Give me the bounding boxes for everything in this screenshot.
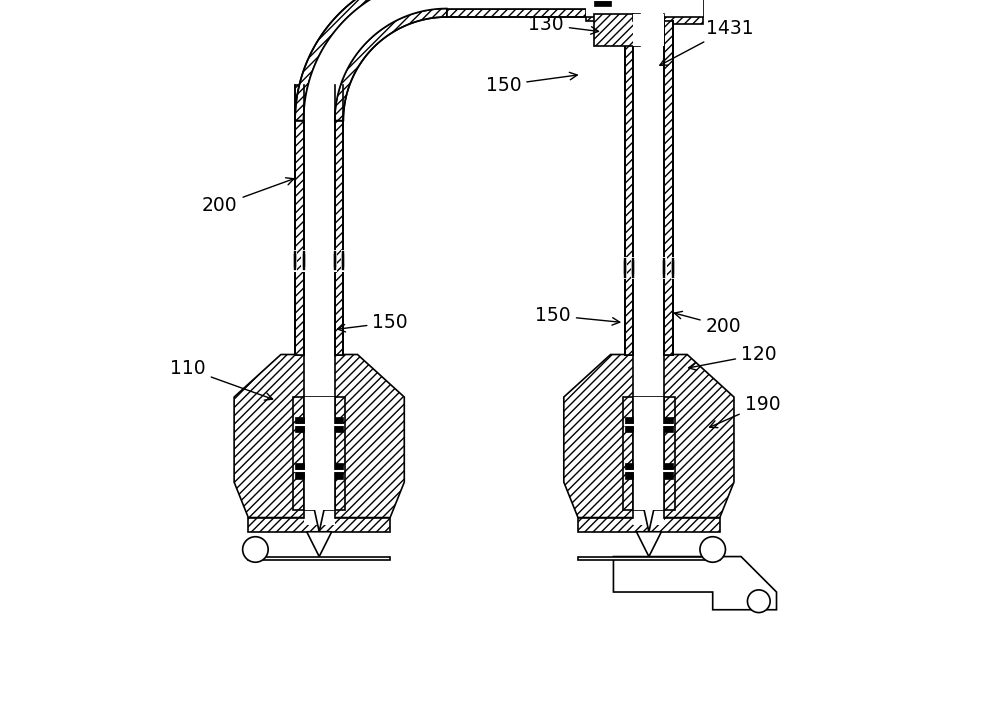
Bar xyxy=(248,557,390,560)
Bar xyxy=(664,417,673,432)
Polygon shape xyxy=(307,532,332,557)
Bar xyxy=(341,253,345,272)
Bar xyxy=(633,14,664,21)
Bar xyxy=(301,250,306,267)
Bar xyxy=(594,0,611,6)
Polygon shape xyxy=(304,432,335,532)
Text: 130: 130 xyxy=(528,16,599,34)
Polygon shape xyxy=(613,557,777,610)
Bar xyxy=(623,260,627,279)
Bar xyxy=(295,417,304,432)
Bar xyxy=(304,121,335,354)
Circle shape xyxy=(243,537,268,562)
Bar xyxy=(633,397,664,510)
Bar xyxy=(447,0,586,9)
Polygon shape xyxy=(304,0,447,121)
Bar xyxy=(335,463,343,479)
Polygon shape xyxy=(295,0,447,121)
Bar xyxy=(631,260,635,279)
Bar xyxy=(295,463,304,479)
Polygon shape xyxy=(335,9,447,121)
Bar xyxy=(594,14,640,46)
Bar xyxy=(633,21,664,354)
Text: 1431: 1431 xyxy=(660,19,753,65)
Bar xyxy=(647,0,703,17)
Bar xyxy=(578,557,720,560)
Bar xyxy=(633,354,664,525)
Bar xyxy=(248,518,390,532)
Text: 200: 200 xyxy=(202,178,294,215)
Text: 110: 110 xyxy=(170,359,273,400)
Bar xyxy=(664,21,673,354)
Bar xyxy=(333,250,337,267)
Bar xyxy=(662,260,667,279)
Bar xyxy=(625,21,633,354)
Polygon shape xyxy=(564,354,734,518)
Bar xyxy=(625,21,633,354)
Bar xyxy=(578,518,720,532)
Bar xyxy=(671,257,675,274)
Text: 200: 200 xyxy=(674,311,741,335)
Bar xyxy=(294,78,345,354)
Bar xyxy=(295,85,304,354)
Bar xyxy=(633,21,664,354)
Circle shape xyxy=(747,590,770,613)
Bar xyxy=(333,253,337,272)
Bar xyxy=(304,85,335,354)
Polygon shape xyxy=(234,354,404,518)
Bar xyxy=(293,253,297,272)
Bar xyxy=(647,0,703,24)
Bar xyxy=(625,463,633,479)
Circle shape xyxy=(700,537,725,562)
Bar xyxy=(664,463,673,479)
Bar xyxy=(295,121,304,354)
Bar xyxy=(293,397,345,510)
Bar xyxy=(586,14,647,21)
Text: 150: 150 xyxy=(486,72,577,94)
Bar xyxy=(664,21,673,354)
Bar xyxy=(301,253,306,272)
Bar xyxy=(293,250,297,267)
Bar xyxy=(625,417,633,432)
Bar xyxy=(341,250,345,267)
Text: 190: 190 xyxy=(710,395,780,428)
Bar xyxy=(586,0,647,17)
Bar xyxy=(671,260,675,279)
Text: 150: 150 xyxy=(535,306,620,325)
Text: 150: 150 xyxy=(338,313,408,332)
Bar xyxy=(633,14,664,46)
Bar xyxy=(304,354,335,525)
Bar xyxy=(631,257,635,274)
Bar xyxy=(623,397,675,510)
Bar xyxy=(623,257,627,274)
Text: 120: 120 xyxy=(689,345,777,370)
Polygon shape xyxy=(633,432,664,532)
Polygon shape xyxy=(636,532,661,557)
Bar xyxy=(447,9,586,17)
Bar xyxy=(304,397,335,510)
Bar xyxy=(335,85,343,354)
Bar xyxy=(662,257,667,274)
Bar xyxy=(335,417,343,432)
Bar xyxy=(335,121,343,354)
